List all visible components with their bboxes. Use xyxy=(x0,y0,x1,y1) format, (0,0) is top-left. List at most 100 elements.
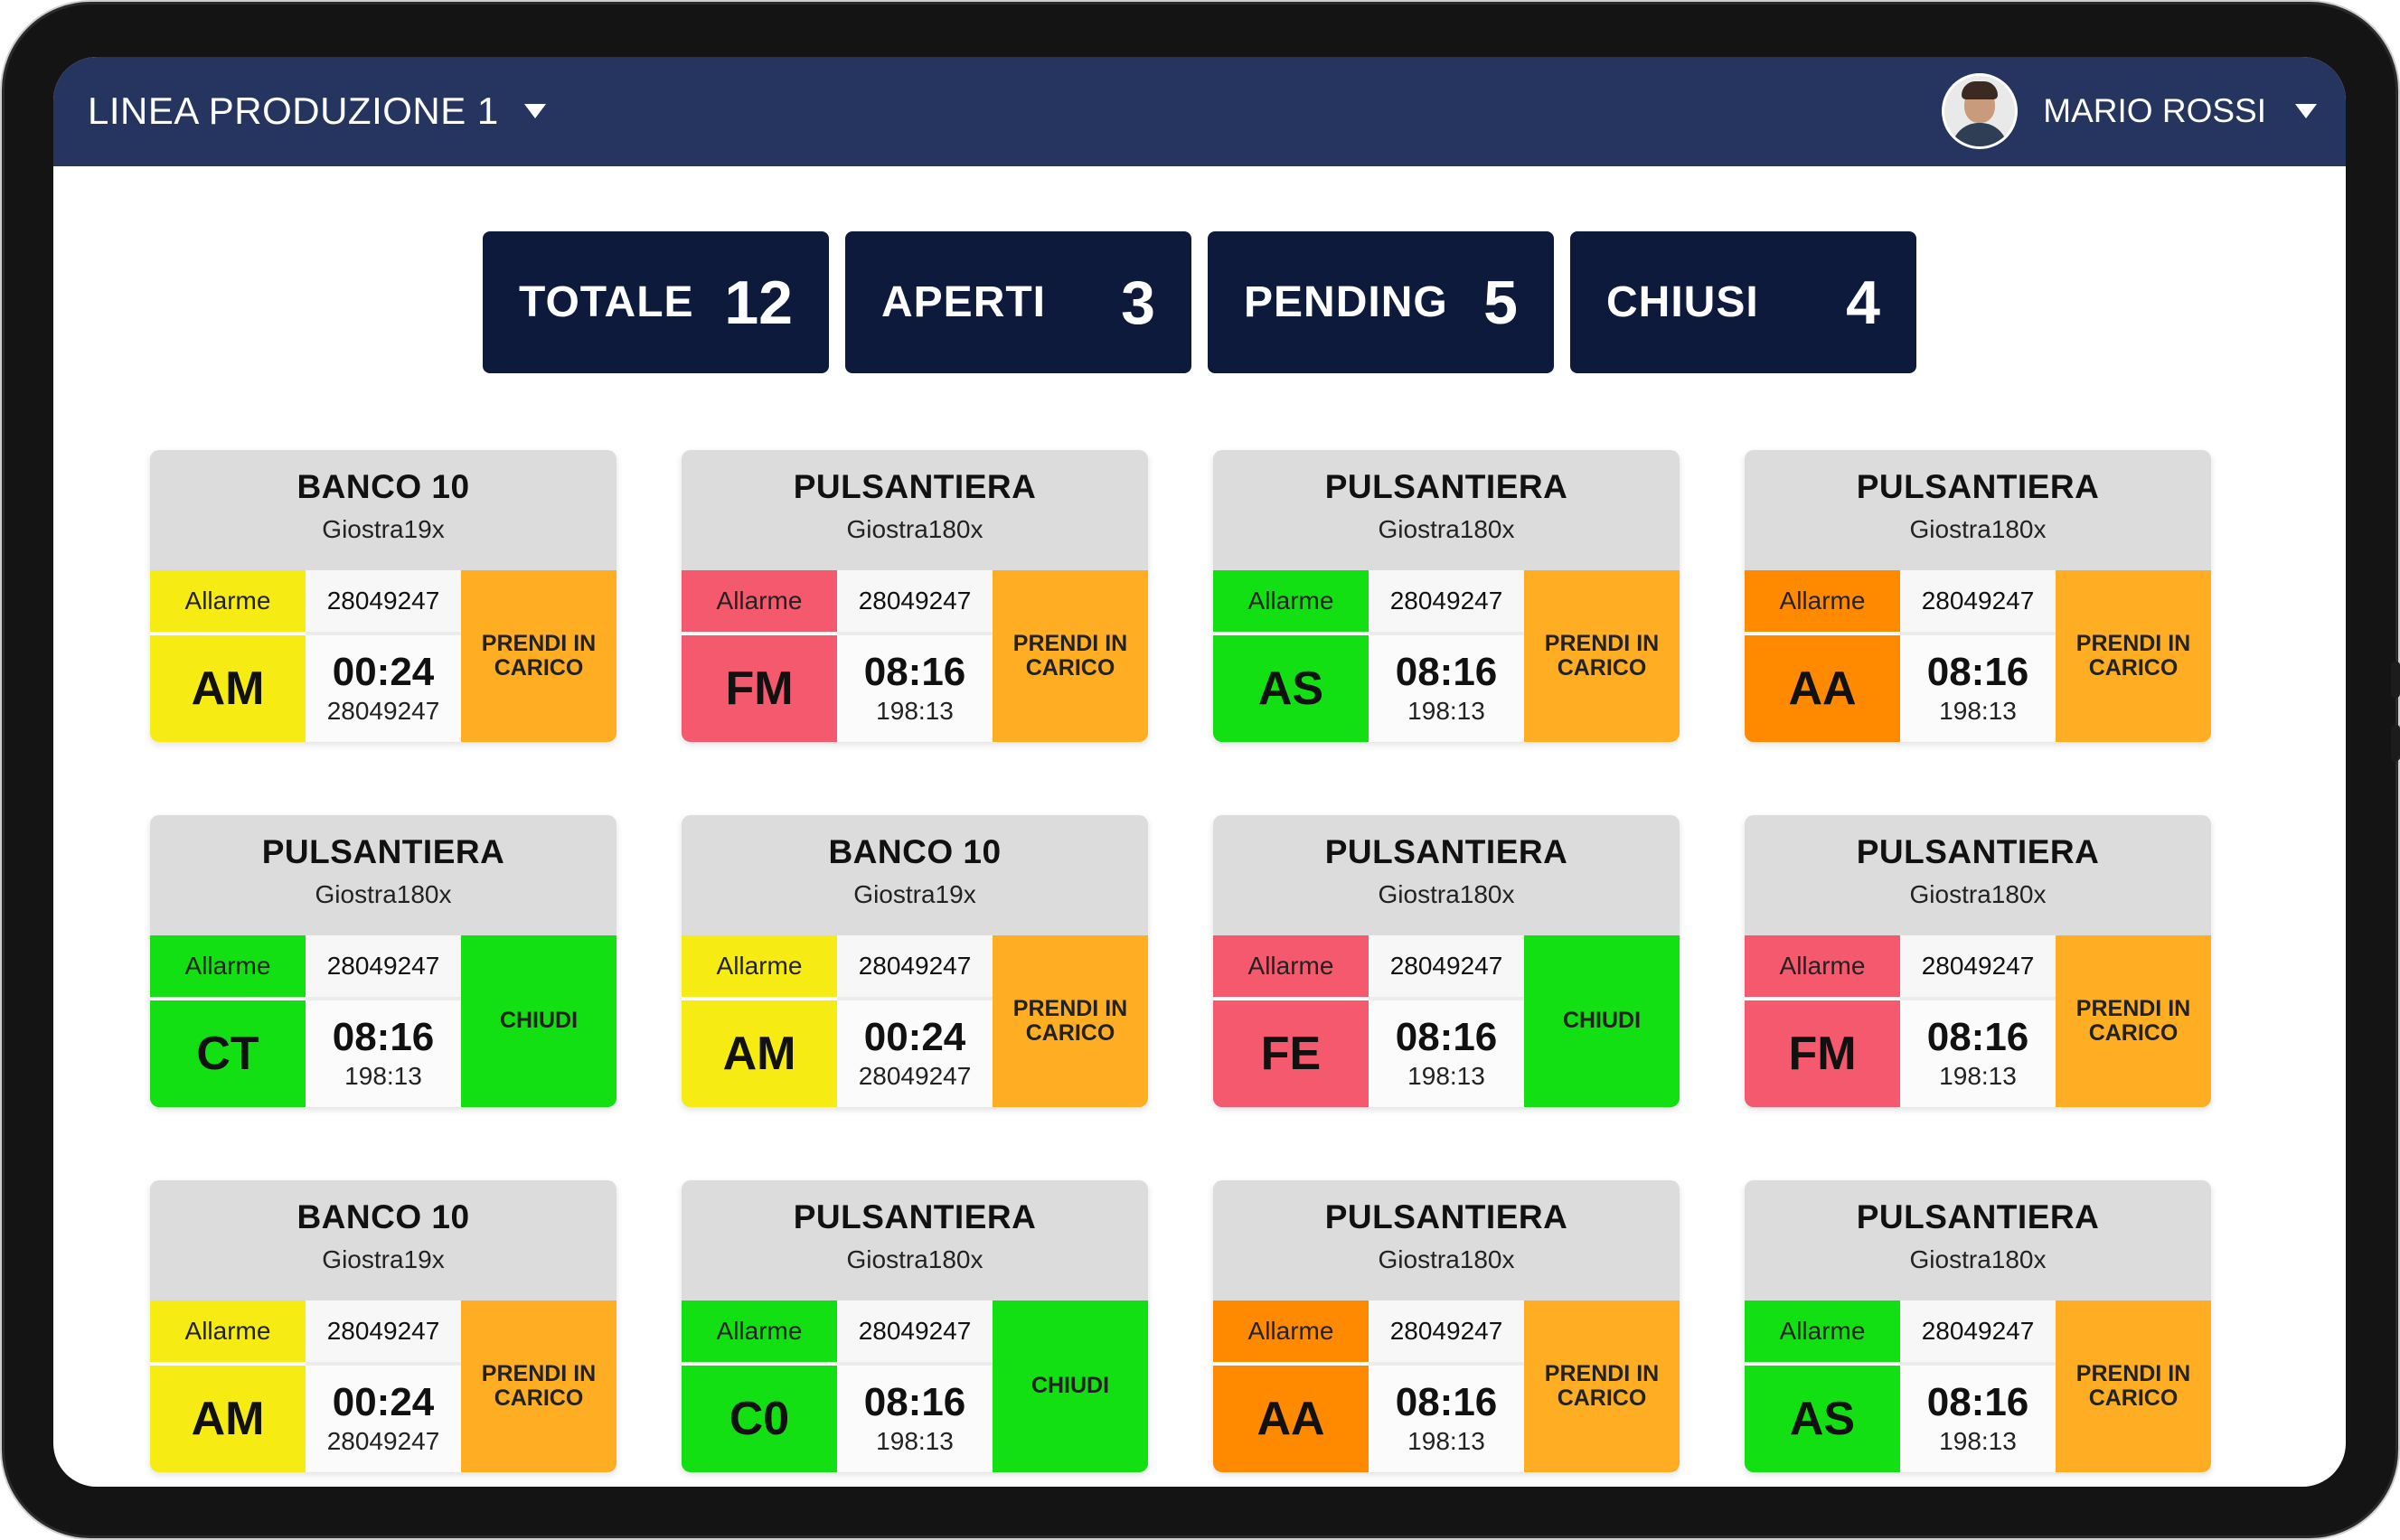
card-action-button[interactable]: PRENDI IN CARICO xyxy=(2056,935,2211,1107)
alarm-card: BANCO 10 Giostra19x Allarme AM 28049247 … xyxy=(682,815,1148,1107)
alarm-duration: 198:13 xyxy=(876,1427,954,1456)
card-body: Allarme FM 28049247 08:16 198:13 PRENDI … xyxy=(1745,935,2211,1107)
card-action-button[interactable]: PRENDI IN CARICO xyxy=(1524,1301,1680,1472)
alarm-time: 00:24 xyxy=(332,1379,435,1424)
machine-name: Giostra180x xyxy=(1909,880,2047,908)
alarm-duration: 28049247 xyxy=(326,1427,440,1456)
card-action-button[interactable]: PRENDI IN CARICO xyxy=(2056,1301,2211,1472)
stat-label: TOTALE xyxy=(519,278,694,326)
alarm-code-column: Allarme C0 xyxy=(682,1301,837,1472)
alarm-label: Allarme xyxy=(1247,587,1334,615)
alarm-code-column: Allarme AS xyxy=(1213,570,1369,742)
alarm-card: BANCO 10 Giostra19x Allarme AM 28049247 … xyxy=(150,450,616,742)
alarm-label: Allarme xyxy=(716,1317,803,1345)
alarm-code: AM xyxy=(150,1362,306,1472)
top-bar: LINEA PRODUZIONE 1 MARIO ROSSI xyxy=(53,57,2346,166)
stat-open[interactable]: APERTI 3 xyxy=(845,231,1191,373)
ticket-number: 28049247 xyxy=(306,1301,461,1362)
alarm-info-column: 28049247 00:24 28049247 xyxy=(837,935,993,1107)
alarm-code: AS xyxy=(1213,632,1369,742)
alarm-info-column: 28049247 08:16 198:13 xyxy=(837,1301,993,1472)
alarm-label: Allarme xyxy=(1779,1317,1866,1345)
alarm-info-column: 28049247 08:16 198:13 xyxy=(1900,935,2056,1107)
card-action-button[interactable]: PRENDI IN CARICO xyxy=(993,935,1148,1107)
production-line-title: LINEA PRODUZIONE 1 xyxy=(88,89,499,132)
alarm-duration: 198:13 xyxy=(344,1062,422,1091)
alarm-label: Allarme xyxy=(1779,952,1866,980)
card-header: BANCO 10 Giostra19x xyxy=(682,815,1148,935)
alarm-label: Allarme xyxy=(1779,587,1866,615)
alarm-code-column: Allarme AS xyxy=(1745,1301,1900,1472)
card-header: BANCO 10 Giostra19x xyxy=(150,1180,616,1301)
alarm-label: Allarme xyxy=(184,1317,271,1345)
card-action-button[interactable]: CHIUDI xyxy=(993,1301,1148,1472)
alarm-code-column: Allarme AM xyxy=(150,1301,306,1472)
station-name: PULSANTIERA xyxy=(1324,1198,1568,1235)
machine-name: Giostra180x xyxy=(1909,1245,2047,1273)
chevron-down-icon xyxy=(2295,104,2317,118)
alarm-info-column: 28049247 08:16 198:13 xyxy=(837,570,993,742)
alarm-code-column: Allarme FM xyxy=(1745,935,1900,1107)
alarm-card: PULSANTIERA Giostra180x Allarme AA 28049… xyxy=(1745,450,2211,742)
time-box: 08:16 198:13 xyxy=(837,1362,993,1472)
machine-name: Giostra180x xyxy=(1378,515,1515,543)
alarm-code: CT xyxy=(150,997,306,1107)
card-header: PULSANTIERA Giostra180x xyxy=(682,450,1148,570)
alarm-card: PULSANTIERA Giostra180x Allarme FM 28049… xyxy=(682,450,1148,742)
side-button xyxy=(2391,662,2400,698)
station-name: PULSANTIERA xyxy=(1324,833,1568,870)
avatar xyxy=(1942,73,2019,149)
stat-label: APERTI xyxy=(881,278,1047,326)
alarm-card: PULSANTIERA Giostra180x Allarme FM 28049… xyxy=(1745,815,2211,1107)
alarm-code: AM xyxy=(682,997,837,1107)
alarm-time: 08:16 xyxy=(1926,1014,2029,1059)
card-action-button[interactable]: CHIUDI xyxy=(461,935,616,1107)
card-action-button[interactable]: PRENDI IN CARICO xyxy=(461,1301,616,1472)
alarm-label: Allarme xyxy=(184,587,271,615)
card-body: Allarme C0 28049247 08:16 198:13 CHIUDI xyxy=(682,1301,1148,1472)
alarm-duration: 198:13 xyxy=(1407,697,1485,726)
machine-name: Giostra180x xyxy=(846,1245,984,1273)
user-menu[interactable]: MARIO ROSSI xyxy=(1942,73,2317,149)
side-button xyxy=(2391,725,2400,761)
alarm-time: 08:16 xyxy=(1395,1379,1498,1424)
alarm-info-column: 28049247 00:24 28049247 xyxy=(306,570,461,742)
station-name: PULSANTIERA xyxy=(1856,833,2100,870)
alarm-label: Allarme xyxy=(716,952,803,980)
alarm-code: AA xyxy=(1213,1362,1369,1472)
stat-value: 5 xyxy=(1483,268,1518,337)
alarm-card: PULSANTIERA Giostra180x Allarme FE 28049… xyxy=(1213,815,1680,1107)
alarm-card: PULSANTIERA Giostra180x Allarme AS 28049… xyxy=(1745,1180,2211,1472)
card-action-button[interactable]: PRENDI IN CARICO xyxy=(993,570,1148,742)
time-box: 08:16 198:13 xyxy=(1900,1362,2056,1472)
card-header: PULSANTIERA Giostra180x xyxy=(682,1180,1148,1301)
alarm-info-column: 28049247 08:16 198:13 xyxy=(306,935,461,1107)
alarm-code: FM xyxy=(682,632,837,742)
station-name: PULSANTIERA xyxy=(1324,468,1568,505)
stat-pending[interactable]: PENDING 5 xyxy=(1208,231,1554,373)
alarm-code: AM xyxy=(150,632,306,742)
card-action-button[interactable]: PRENDI IN CARICO xyxy=(461,570,616,742)
card-body: Allarme FM 28049247 08:16 198:13 PRENDI … xyxy=(682,570,1148,742)
station-name: PULSANTIERA xyxy=(1856,1198,2100,1235)
stat-value: 3 xyxy=(1121,268,1155,337)
alarm-code-column: Allarme FM xyxy=(682,570,837,742)
time-box: 08:16 198:13 xyxy=(837,632,993,742)
card-body: Allarme AS 28049247 08:16 198:13 PRENDI … xyxy=(1745,1301,2211,1472)
alarm-code: AA xyxy=(1745,632,1900,742)
stat-closed[interactable]: CHIUSI 4 xyxy=(1570,231,1916,373)
alarm-duration: 198:13 xyxy=(1407,1062,1485,1091)
alarm-duration: 198:13 xyxy=(1939,1427,2017,1456)
alarm-time: 08:16 xyxy=(1926,649,2029,694)
card-body: Allarme AM 28049247 00:24 28049247 PREND… xyxy=(682,935,1148,1107)
ticket-number: 28049247 xyxy=(837,1301,993,1362)
app-screen: LINEA PRODUZIONE 1 MARIO ROSSI TOTALE 12… xyxy=(53,57,2346,1487)
stats-bar: TOTALE 12 APERTI 3 PENDING 5 CHIUSI 4 xyxy=(483,231,1916,373)
card-action-button[interactable]: PRENDI IN CARICO xyxy=(1524,570,1680,742)
alarm-time: 08:16 xyxy=(1395,649,1498,694)
card-action-button[interactable]: PRENDI IN CARICO xyxy=(2056,570,2211,742)
production-line-selector[interactable]: LINEA PRODUZIONE 1 xyxy=(88,82,546,140)
stat-total[interactable]: TOTALE 12 xyxy=(483,231,829,373)
card-action-button[interactable]: CHIUDI xyxy=(1524,935,1680,1107)
station-name: PULSANTIERA xyxy=(793,468,1037,505)
